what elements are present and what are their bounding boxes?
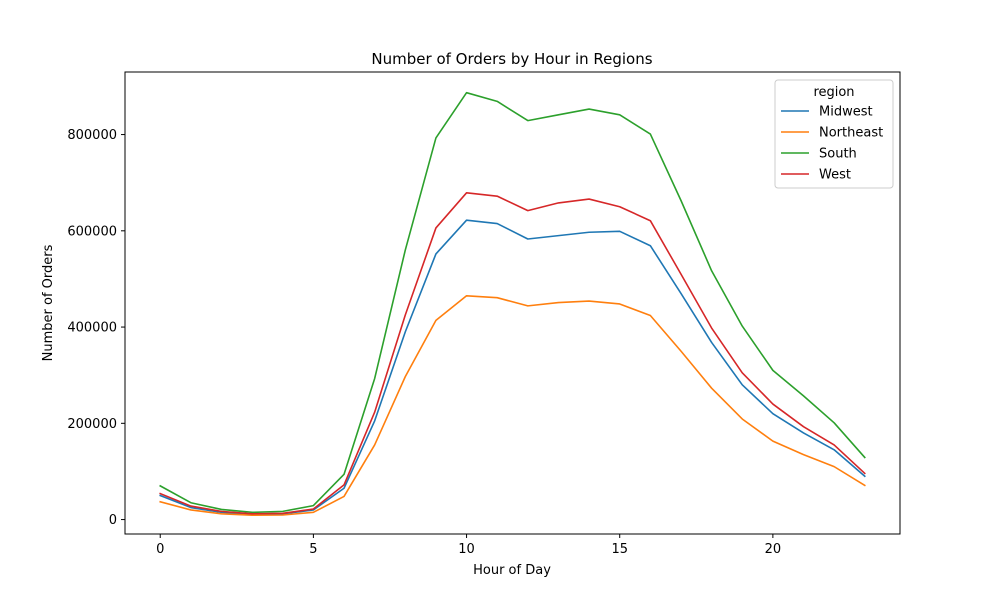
- series-line-midwest: [159, 219, 866, 516]
- legend-label-northeast: Northeast: [819, 126, 883, 141]
- y-tick-label: 400000: [67, 321, 117, 336]
- legend-box: [774, 79, 894, 189]
- x-axis-ticks: 0 5 10 15 20: [156, 534, 781, 557]
- legend-label-south: South: [819, 147, 857, 162]
- legend: region Midwest Northeast South West: [774, 79, 894, 189]
- x-tick-label: 10: [458, 542, 475, 557]
- series-line-northeast: [159, 294, 866, 517]
- chart-title: Number of Orders by Hour in Regions: [371, 50, 652, 68]
- y-axis-ticks: 0 200000 400000 600000 800000: [67, 128, 125, 528]
- x-tick-label: 15: [611, 542, 628, 557]
- legend-label-midwest: Midwest: [819, 105, 873, 120]
- legend-label-west: West: [819, 168, 851, 183]
- x-tick-label: 20: [765, 542, 782, 557]
- legend-items: Midwest Northeast South West: [781, 105, 883, 183]
- axes-frame: [124, 71, 901, 535]
- plot-area: [124, 71, 901, 535]
- x-axis-label: Hour of Day: [473, 563, 551, 578]
- series-line-south: [159, 91, 866, 514]
- series-line-west: [159, 191, 866, 515]
- legend-title: region: [813, 85, 854, 100]
- y-tick-label: 600000: [67, 224, 117, 239]
- x-tick-label: 0: [156, 542, 164, 557]
- y-tick-label: 0: [109, 513, 117, 528]
- y-axis-label: Number of Orders: [41, 244, 56, 361]
- x-tick-label: 5: [309, 542, 317, 557]
- y-tick-label: 200000: [67, 417, 117, 432]
- series-lines: [159, 91, 866, 517]
- y-tick-label: 800000: [67, 128, 117, 143]
